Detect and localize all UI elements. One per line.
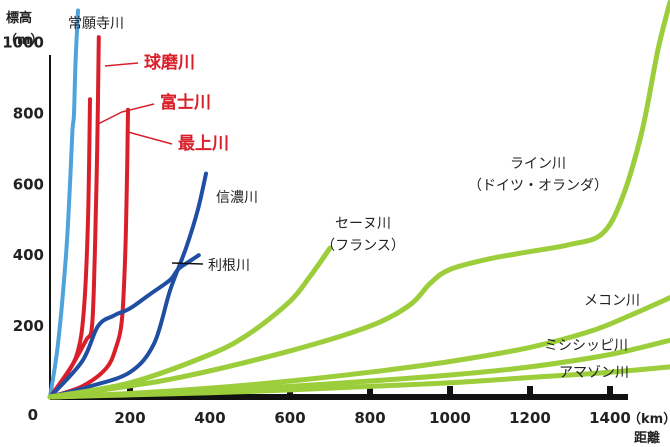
series-label-9: ミシシッピ川 [544,338,628,354]
series-line-7 [47,0,670,400]
x-tick-mark [607,386,613,397]
series-line-5 [48,253,201,399]
series-label-6: （フランス） [321,238,405,254]
x-tick-label: 1000 [429,409,471,427]
y-tick-label: 400 [13,246,44,264]
series-label-6: セーヌ川 [335,216,391,232]
x-tick-label: 800 [354,409,385,427]
x-axis-title: 距離 [634,430,660,446]
y-tick-label: 600 [13,175,44,193]
series-label-10: アマゾン川 [559,365,629,381]
series-label-3: 最上川 [178,134,229,154]
x-tick-label: 1400 [589,409,631,427]
x-tick-label: 400 [194,409,225,427]
x-tick-label: 600 [274,409,305,427]
series-label-7: ライン川 [510,156,566,172]
y-tick-label: 800 [13,104,44,122]
label-leader-1 [104,62,139,67]
series-line-2 [48,97,92,399]
y-tick-label: 1000 [2,33,44,51]
x-tick-mark [527,386,533,397]
x-tick-label: 1200 [509,409,551,427]
series-line-3 [48,107,130,399]
x-tick-mark [447,386,453,397]
series-line-6 [47,245,333,400]
series-lines [47,0,670,400]
series-line-10 [47,364,670,400]
series-label-0: 常願寺川 [68,16,124,32]
series-label-4: 信濃川 [216,190,258,206]
series-label-1: 球磨川 [144,52,195,73]
label-leader-5 [171,262,204,265]
origin-label: 0 [28,406,38,424]
label-leader-3 [127,131,173,145]
label-leader-2 [95,103,155,126]
series-label-5: 利根川 [208,258,250,274]
series-label-2: 富士川 [160,92,211,113]
y-axis-title: 標高 [6,10,32,26]
series-line-0 [48,8,80,399]
x-axis-unit: （km） [628,411,670,427]
axes: 200 400 600 800 1000 0 200 400 600 800 1000 1200 140… [2,10,670,446]
x-tick-label: 200 [114,409,145,427]
series-label-8: メコン川 [584,293,640,309]
x-tick-mark [367,386,373,397]
y-tick-label: 200 [13,317,44,335]
series-label-7: （ドイツ・オランダ） [468,178,608,194]
series-line-4 [48,171,208,399]
y-axis-unit: （m） [4,32,44,48]
